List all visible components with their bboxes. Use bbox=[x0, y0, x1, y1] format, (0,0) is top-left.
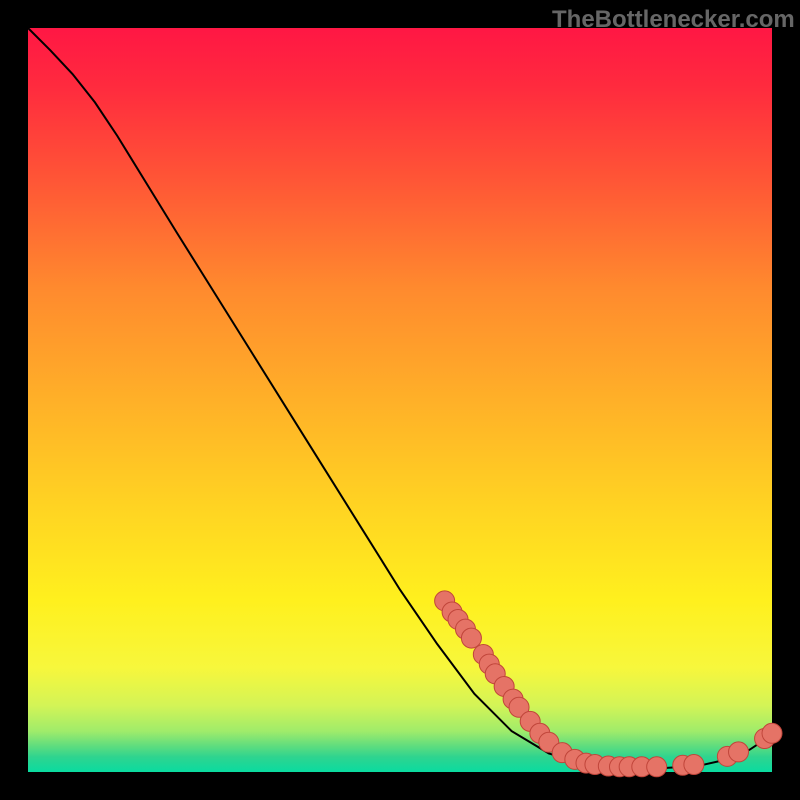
bottleneck-chart bbox=[0, 0, 800, 800]
data-marker bbox=[647, 757, 667, 777]
plot-background bbox=[28, 28, 772, 772]
data-marker bbox=[729, 742, 749, 762]
data-marker bbox=[762, 723, 782, 743]
data-marker bbox=[461, 628, 481, 648]
data-marker bbox=[684, 755, 704, 775]
